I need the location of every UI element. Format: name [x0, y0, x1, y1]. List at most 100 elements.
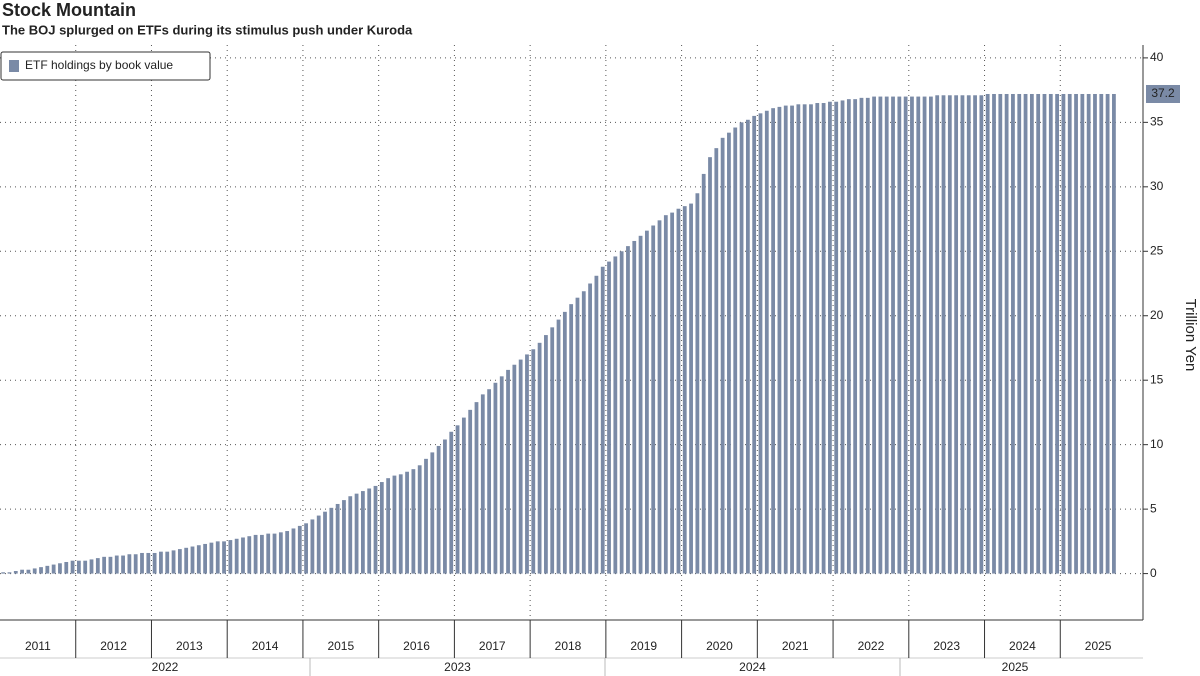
bar [360, 491, 365, 574]
bar [777, 106, 782, 574]
bar [626, 246, 630, 574]
bar [51, 564, 56, 574]
bar [133, 554, 138, 574]
bar [670, 212, 675, 574]
bar [758, 113, 763, 574]
bar [310, 519, 315, 574]
bar [1061, 93, 1066, 574]
y-tick-label: 30 [1150, 179, 1164, 193]
x-tick-label: 2025 [1085, 639, 1112, 653]
y-tick-label: 0 [1150, 566, 1157, 580]
bar [1004, 93, 1009, 574]
bar [127, 554, 132, 574]
bar [316, 515, 321, 574]
x-tick-label: 2017 [479, 639, 506, 653]
bar [177, 549, 182, 574]
bar [342, 500, 346, 574]
bar [1086, 93, 1091, 574]
bar [222, 541, 226, 574]
bar [203, 543, 208, 574]
bar [373, 485, 378, 574]
bar [676, 208, 681, 574]
bar [600, 266, 605, 574]
bar [405, 471, 409, 574]
bar [998, 93, 1003, 574]
bar [329, 507, 334, 574]
x-group-label: 2022 [152, 660, 179, 674]
bar [525, 354, 529, 574]
bar [247, 536, 252, 574]
bar [266, 533, 271, 574]
bar [689, 203, 693, 574]
bar [903, 96, 908, 574]
bar [1099, 93, 1104, 574]
legend-box [0, 51, 211, 81]
legend-swatch [9, 60, 19, 72]
bar [701, 173, 706, 574]
bar [544, 335, 548, 574]
chart-subtitle: The BOJ splurged on ETFs during its stim… [2, 22, 413, 37]
bar [569, 304, 574, 574]
bar [733, 127, 738, 574]
bar [487, 389, 492, 574]
bar [518, 359, 523, 574]
x-tick-label: 2013 [176, 639, 203, 653]
bar [121, 555, 125, 574]
bar [651, 225, 656, 574]
bar [1074, 93, 1078, 574]
bar [392, 475, 397, 574]
bar [941, 95, 946, 574]
bar [1042, 93, 1047, 574]
bar [556, 319, 561, 574]
x-tick-label: 2020 [706, 639, 733, 653]
bar [1023, 93, 1028, 574]
x-group-label: 2023 [444, 660, 471, 674]
bar [190, 546, 195, 574]
x-tick-label: 2021 [782, 639, 809, 653]
bar [1017, 93, 1022, 574]
y-tick-label: 10 [1150, 437, 1164, 451]
bar [714, 148, 719, 574]
bar [531, 349, 536, 574]
bar [297, 525, 302, 574]
bar [140, 552, 144, 574]
y-tick-label: 35 [1150, 115, 1164, 129]
bar [613, 256, 618, 574]
bar [928, 96, 933, 574]
bar [152, 552, 157, 574]
x-tick-label: 2011 [25, 639, 51, 653]
bar [260, 534, 264, 574]
x-tick-label: 2012 [100, 639, 127, 653]
bar [910, 96, 914, 574]
bar [979, 95, 984, 574]
bar [727, 132, 731, 574]
x-tick-label: 2014 [252, 639, 279, 653]
bar [430, 452, 435, 574]
bar [846, 99, 851, 574]
bar [13, 571, 18, 574]
bar [720, 137, 725, 574]
bar [76, 560, 81, 574]
bar [417, 465, 422, 574]
bar [20, 569, 24, 574]
bar [588, 283, 592, 574]
bar [386, 478, 391, 574]
y-tick-label: 20 [1150, 308, 1164, 322]
bar [783, 105, 788, 574]
bar [973, 95, 977, 574]
bar [954, 95, 959, 574]
bar [897, 96, 902, 574]
bar [45, 565, 50, 574]
x-tick-label: 2015 [327, 639, 354, 653]
x-tick-label: 2023 [933, 639, 960, 653]
bar [935, 95, 940, 574]
bar [253, 534, 258, 574]
x-group-label: 2024 [739, 660, 766, 674]
x-tick-label: 2022 [858, 639, 885, 653]
bar [872, 96, 876, 574]
bar [1, 572, 6, 574]
bar [815, 103, 820, 574]
bar [493, 382, 498, 574]
bar [159, 551, 163, 574]
